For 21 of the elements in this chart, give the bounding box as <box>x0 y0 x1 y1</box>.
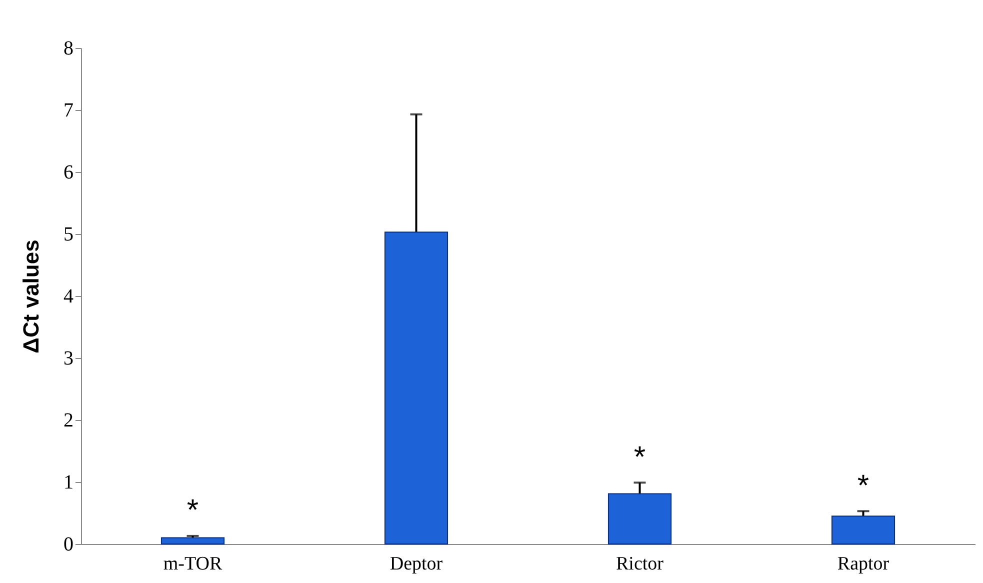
bar <box>831 516 896 544</box>
y-tick-label: 4 <box>64 286 74 308</box>
x-tick-label: Raptor <box>837 554 890 574</box>
y-tick-label: 2 <box>64 410 74 432</box>
bar <box>160 537 225 544</box>
x-tick-label: Rictor <box>616 554 664 574</box>
y-tick-label: 0 <box>64 534 74 556</box>
y-tick-label: 3 <box>64 348 74 370</box>
y-tick-label: 8 <box>64 38 74 60</box>
x-tick-label: Deptor <box>390 554 444 574</box>
y-tick-label: 5 <box>64 224 74 246</box>
annotation: * <box>634 440 646 474</box>
annotation: * <box>857 469 870 502</box>
x-tick-label: m-TOR <box>163 554 222 574</box>
y-tick-label: 6 <box>64 162 74 184</box>
y-tick-label: 1 <box>64 472 74 494</box>
annotation: * <box>186 494 199 528</box>
bar <box>608 493 672 544</box>
y-axis-title: ΔCt values <box>18 240 44 354</box>
y-tick-label: 7 <box>64 100 74 122</box>
bar <box>384 232 448 544</box>
